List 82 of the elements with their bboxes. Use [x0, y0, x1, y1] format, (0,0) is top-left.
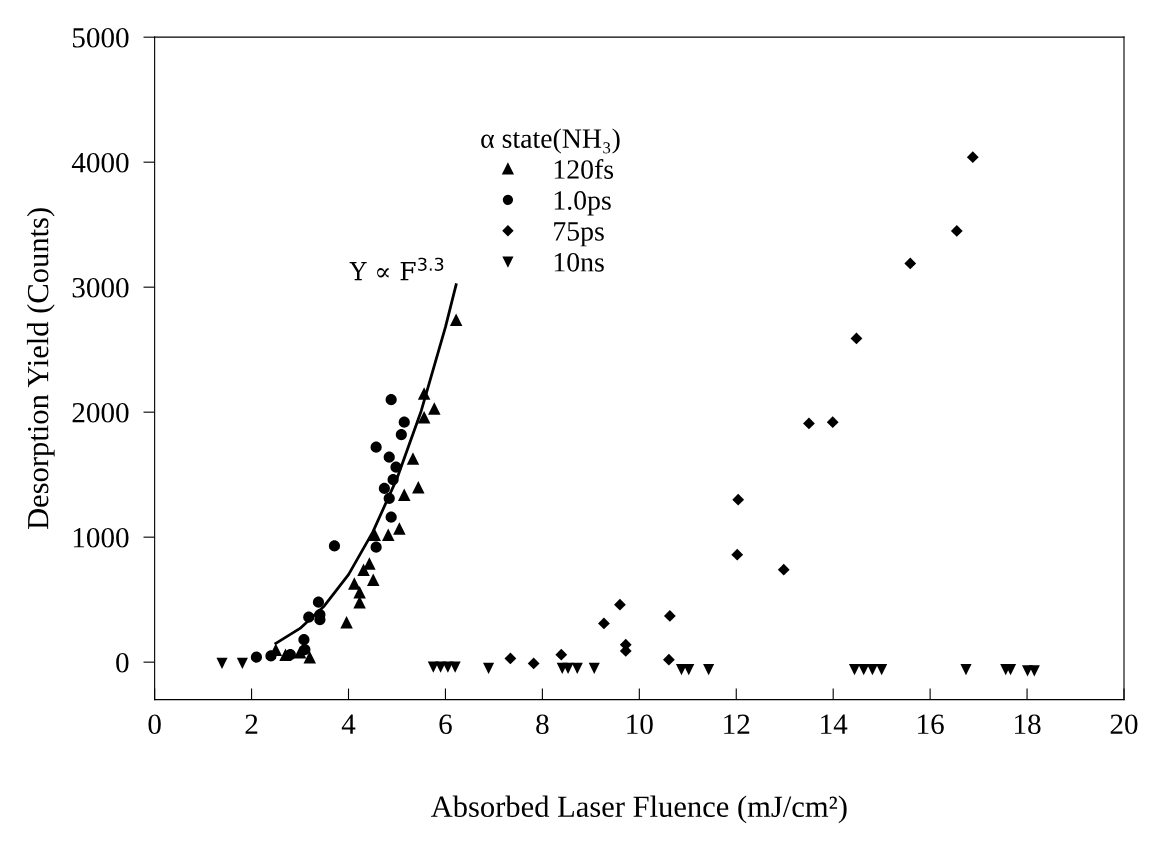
legend-label: 10ns [554, 252, 604, 272]
x-tick-label: 12 [724, 714, 750, 734]
y-tick-label: 1000 [73, 527, 129, 548]
point [383, 492, 395, 504]
legend-label: 120fs [554, 159, 614, 179]
x-axis-title: Absorbed Laser Fluence (mJ/cm²) [430, 795, 847, 824]
point [417, 410, 431, 424]
x-tick-label: 10 [627, 714, 653, 735]
point [406, 452, 420, 465]
x-tick-label: 8 [536, 714, 549, 735]
point [555, 648, 568, 661]
point [298, 634, 310, 646]
point [236, 657, 248, 669]
point [216, 657, 228, 669]
point [614, 598, 626, 611]
point [370, 441, 382, 453]
point [368, 528, 381, 541]
point [353, 585, 366, 599]
x-tick-label: 6 [439, 714, 452, 735]
point [312, 596, 325, 608]
y-axis-title: Desorption Yield (Counts) [26, 208, 55, 530]
x-tick-label: 14 [821, 714, 848, 734]
point [393, 522, 406, 535]
point [703, 664, 715, 676]
point [428, 402, 441, 415]
point [385, 511, 397, 523]
x-tick-label: 0 [148, 714, 161, 735]
point [328, 540, 341, 552]
point [876, 664, 888, 676]
point [663, 610, 676, 622]
annotation: Y ∝ F$^{3.3}$ [349, 257, 444, 281]
point [960, 664, 972, 676]
point [378, 482, 390, 494]
legend-label: 1.0ps [554, 191, 611, 216]
point [385, 394, 397, 406]
point [1028, 665, 1040, 677]
x-tick-label: 2 [245, 714, 258, 734]
point [366, 573, 380, 586]
point [449, 313, 463, 326]
point [412, 480, 425, 494]
point [303, 611, 315, 623]
point [417, 387, 431, 400]
point [382, 528, 395, 541]
point [527, 657, 540, 670]
point [803, 417, 815, 430]
y-tick-label: 3000 [72, 277, 129, 298]
point [265, 650, 277, 662]
point [950, 225, 963, 237]
y-tick-label: 2000 [72, 402, 129, 423]
point [850, 332, 863, 345]
point [504, 652, 517, 665]
y-tick-label: 0 [116, 652, 129, 673]
point [483, 662, 495, 674]
point [662, 653, 675, 666]
point [383, 451, 395, 463]
point [562, 662, 574, 674]
point [357, 563, 370, 576]
point [387, 474, 399, 486]
point [777, 563, 790, 576]
point [370, 541, 382, 553]
point [398, 416, 410, 428]
point [966, 151, 979, 164]
x-tick-label: 4 [341, 714, 356, 734]
point [299, 644, 311, 656]
point [732, 493, 745, 506]
y-tick-label: 4000 [71, 152, 129, 173]
x-tick-label: 18 [1015, 714, 1041, 735]
point [598, 617, 610, 630]
point [826, 416, 839, 429]
point [395, 429, 407, 441]
point [303, 650, 316, 664]
x-tick-label: 16 [918, 714, 944, 735]
x-tick-label: 20 [1110, 714, 1138, 735]
point [731, 548, 744, 561]
point [390, 461, 402, 473]
point [904, 257, 917, 270]
point [398, 488, 411, 501]
y-tick-label: 5000 [73, 27, 129, 48]
legend-label: 75ps [554, 222, 604, 247]
point [250, 651, 262, 663]
legend-title: α state(NH₃) [481, 128, 620, 154]
point [340, 615, 353, 629]
